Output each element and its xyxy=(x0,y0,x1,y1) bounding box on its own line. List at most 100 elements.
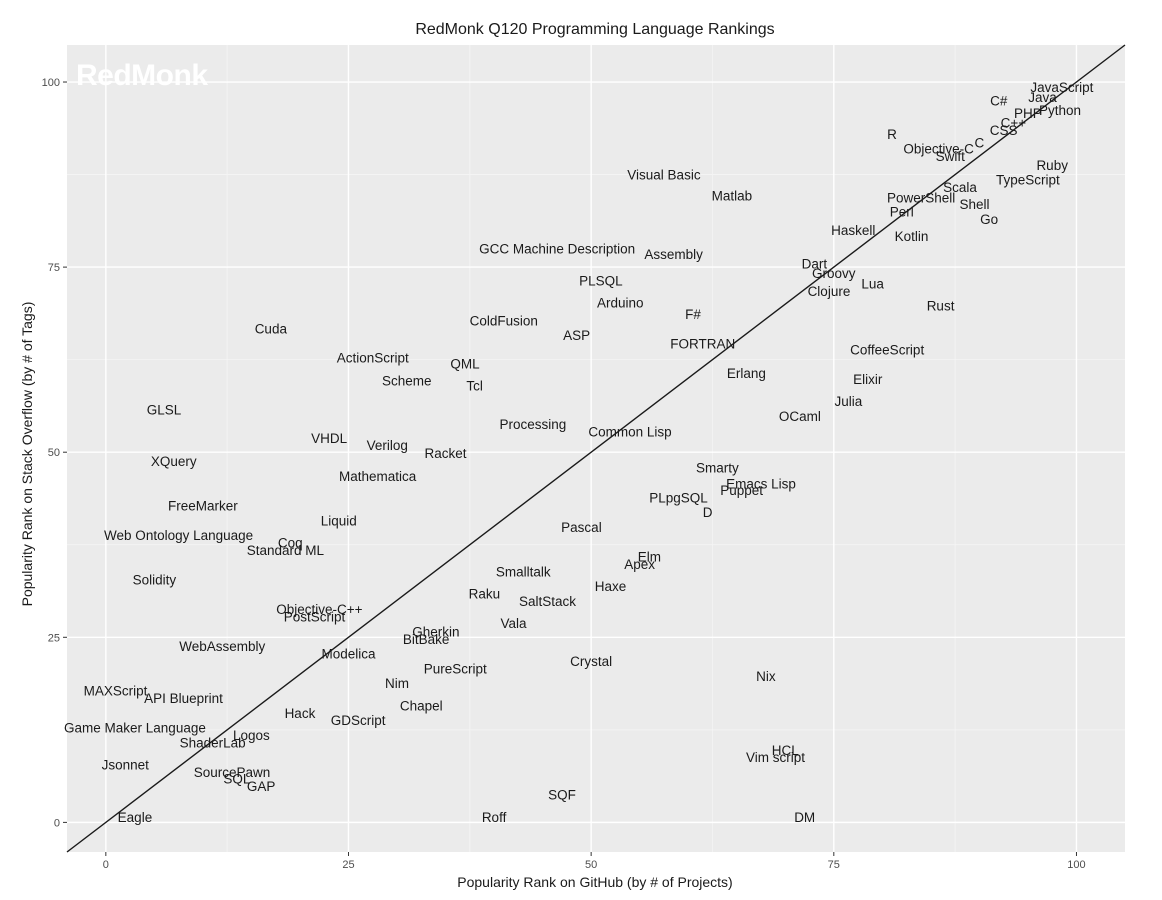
language-label-visual-basic: Visual Basic xyxy=(627,168,701,183)
language-label-java: Java xyxy=(1028,90,1057,105)
y-tick-label: 75 xyxy=(48,262,60,274)
language-label-maxscript: MAXScript xyxy=(84,684,148,699)
language-label-vala: Vala xyxy=(500,616,527,631)
language-label-smarty: Smarty xyxy=(696,461,739,476)
x-axis-label: Popularity Rank on GitHub (by # of Proje… xyxy=(457,874,732,890)
language-label-r: R xyxy=(887,127,897,142)
language-label-hcl: HCL xyxy=(772,743,799,758)
language-label-vim-script: Vim script xyxy=(746,750,805,765)
language-label-raku: Raku xyxy=(469,587,501,602)
language-label-matlab: Matlab xyxy=(712,188,753,203)
language-label-haskell: Haskell xyxy=(831,223,875,238)
language-label-saltstack: SaltStack xyxy=(519,594,576,609)
language-label-glsl: GLSL xyxy=(147,402,182,417)
language-label-tcl: Tcl xyxy=(466,379,483,394)
language-label-postscript: PostScript xyxy=(284,610,346,625)
language-label-cuda: Cuda xyxy=(255,322,288,337)
language-label-coldfusion: ColdFusion xyxy=(470,313,538,328)
language-label-jsonnet: Jsonnet xyxy=(102,758,150,773)
language-label-coffeescript: CoffeeScript xyxy=(850,342,924,357)
language-label-smalltalk: Smalltalk xyxy=(496,564,551,579)
language-label-crystal: Crystal xyxy=(570,654,612,669)
language-label-dart: Dart xyxy=(802,256,828,271)
major-gridlines xyxy=(67,45,1125,852)
language-label-standard-ml: Standard ML xyxy=(247,543,325,558)
language-label-c: C# xyxy=(990,94,1008,109)
language-label-webassembly: WebAssembly xyxy=(179,639,265,654)
y-tick-label: 100 xyxy=(42,77,60,89)
language-label-mathematica: Mathematica xyxy=(339,469,417,484)
language-label-groovy: Groovy xyxy=(812,266,856,281)
x-tick-label: 75 xyxy=(828,859,840,871)
language-label-gdscript: GDScript xyxy=(331,713,386,728)
language-label-clojure: Clojure xyxy=(808,284,851,299)
language-label-fortran: FORTRAN xyxy=(670,336,735,351)
x-tick-label: 100 xyxy=(1067,859,1085,871)
language-label-hack: Hack xyxy=(285,706,316,721)
language-label-chapel: Chapel xyxy=(400,698,443,713)
language-label-objective-c: Objective-C++ xyxy=(276,602,362,617)
language-label-f: F# xyxy=(685,307,701,322)
x-tick-label: 25 xyxy=(342,859,354,871)
language-label-pascal: Pascal xyxy=(561,520,602,535)
language-label-gap: GAP xyxy=(247,779,276,794)
x-tick-label: 0 xyxy=(103,859,109,871)
language-label-nix: Nix xyxy=(756,669,776,684)
language-label-dm: DM xyxy=(794,810,815,825)
language-label-gherkin: Gherkin xyxy=(412,624,459,639)
language-label-c: C++ xyxy=(1001,116,1027,131)
language-label-objective-c: Objective-C xyxy=(903,142,974,157)
language-label-actionscript: ActionScript xyxy=(337,350,409,365)
language-label-logos: Logos xyxy=(233,728,270,743)
language-label-processing: Processing xyxy=(500,417,567,432)
language-label-javascript: JavaScript xyxy=(1030,80,1093,95)
language-label-arduino: Arduino xyxy=(597,296,644,311)
language-label-purescript: PureScript xyxy=(424,661,487,676)
language-label-nim: Nim xyxy=(385,676,409,691)
language-label-sqf: SQF xyxy=(548,787,576,802)
language-label-swift: Swift xyxy=(936,149,966,164)
y-tick-label: 0 xyxy=(54,817,60,829)
language-label-d: D xyxy=(703,505,713,520)
language-label-elm: Elm xyxy=(638,550,661,565)
language-label-php: PHP xyxy=(1014,106,1042,121)
language-label-erlang: Erlang xyxy=(727,366,766,381)
language-label-qml: QML xyxy=(450,356,480,371)
language-label-go: Go xyxy=(980,212,998,227)
language-label-shaderlab: ShaderLab xyxy=(180,735,246,750)
language-label-puppet: Puppet xyxy=(720,483,763,498)
reference-line xyxy=(66,44,1126,853)
language-label-sourcepawn: SourcePawn xyxy=(194,765,271,780)
language-label-emacs-lisp: Emacs Lisp xyxy=(726,476,796,491)
language-label-python: Python xyxy=(1039,103,1081,118)
y-tick-label: 25 xyxy=(48,632,60,644)
y-axis-ticks: 0 25 50 75 100 xyxy=(42,77,67,829)
language-label-css: CSS xyxy=(990,123,1018,138)
language-label-rust: Rust xyxy=(927,299,955,314)
language-label-elixir: Elixir xyxy=(853,372,883,387)
x-axis-ticks: 0 25 50 75 100 xyxy=(103,852,1086,871)
language-label-plsql: PLSQL xyxy=(579,273,623,288)
language-label-powershell: PowerShell xyxy=(887,191,955,206)
language-label-solidity: Solidity xyxy=(133,573,177,588)
language-label-kotlin: Kotlin xyxy=(895,229,929,244)
language-label-modelica: Modelica xyxy=(321,647,376,662)
language-label-common-lisp: Common Lisp xyxy=(588,424,671,439)
language-label-api-blueprint: API Blueprint xyxy=(144,691,223,706)
language-label-apex: Apex xyxy=(624,557,655,572)
language-label-scala: Scala xyxy=(943,180,977,195)
language-label-julia: Julia xyxy=(834,394,862,409)
language-label-scheme: Scheme xyxy=(382,373,432,388)
minor-gridlines xyxy=(67,45,1125,852)
language-label-ruby: Ruby xyxy=(1036,158,1068,173)
language-label-ocaml: OCaml xyxy=(779,409,821,424)
language-label-assembly: Assembly xyxy=(644,247,703,262)
language-label-freemarker: FreeMarker xyxy=(168,499,238,514)
language-label-plpgsql: PLpgSQL xyxy=(649,490,708,505)
language-label-verilog: Verilog xyxy=(367,438,408,453)
language-label-lua: Lua xyxy=(861,276,884,291)
language-label-perl: Perl xyxy=(890,205,914,220)
language-label-game-maker-language: Game Maker Language xyxy=(64,721,206,736)
